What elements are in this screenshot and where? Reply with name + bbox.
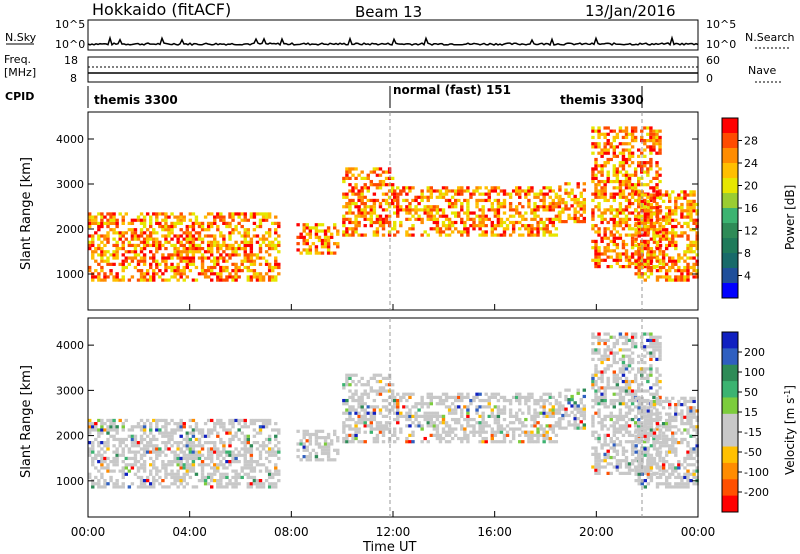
cpid-panel: CPID themis 3300 normal (fast) 151 themi… (5, 83, 644, 108)
noise-left-tick-top: 10^5 (55, 18, 85, 31)
power-colorbar-swatch (722, 208, 738, 224)
power-panel: 4000 3000 2000 1000 Slant Range [km] (19, 111, 699, 311)
velocity-colorbar-tick-label: 200 (744, 346, 765, 359)
cpid-segment-3: themis 3300 (560, 93, 644, 107)
velocity-colorbar-tick-label: -100 (744, 466, 769, 479)
velocity-colorbar-swatch (722, 332, 738, 349)
velocity-y-tick-label: 1000 (56, 475, 84, 488)
power-colorbar-swatch (722, 268, 738, 284)
power-colorbar-label: Power [dB] (783, 185, 797, 250)
velocity-colorbar-tick-label: 15 (744, 406, 758, 419)
velocity-y-tick-label: 2000 (56, 430, 84, 443)
velocity-y-axis: 4000 3000 2000 1000 (56, 339, 698, 488)
power-y-tick-label: 3000 (56, 178, 84, 191)
time-tick-label: 04:00 (172, 525, 207, 539)
noise-right-tick-top: 10^5 (706, 18, 736, 31)
power-colorbar-tick-label: 16 (744, 202, 758, 215)
velocity-colorbar-swatch (722, 462, 738, 480)
power-data-cells (88, 126, 699, 282)
power-colorbar-tick-label: 8 (744, 247, 751, 260)
velocity-panel: 4000 3000 2000 1000 Slant Range [km] (19, 317, 699, 518)
time-axis: 00:00 04:00 08:00 12:00 16:00 20:00 00:00 (71, 304, 716, 539)
station-title: Hokkaido (fitACF) (92, 0, 231, 19)
power-colorbar-swatch (722, 178, 738, 194)
velocity-colorbar-swatch (722, 446, 738, 464)
freq-tick-bottom: 8 (70, 72, 77, 85)
time-tick-label: 08:00 (274, 525, 309, 539)
noise-trace (87, 35, 699, 47)
power-y-tick-label: 4000 (56, 133, 84, 146)
power-ylabel: Slant Range [km] (19, 157, 34, 270)
power-colorbar-swatch (722, 193, 738, 209)
noise-panel: N.Sky 10^5 10^0 10^5 10^0 N.Search (5, 18, 795, 51)
power-colorbar-swatch (722, 148, 738, 164)
velocity-colorbar-label: Velocity [m s-1] (783, 385, 797, 475)
noise-right-label: N.Search (745, 31, 795, 44)
velocity-colorbar-swatch (722, 479, 738, 497)
power-colorbar-swatch (722, 118, 738, 134)
velocity-colorbar-swatch (722, 495, 738, 513)
power-colorbar-tick-label: 28 (744, 135, 758, 148)
velocity-colorbar-swatch (722, 397, 738, 415)
nave-tick-top: 60 (706, 54, 720, 67)
noise-left-tick-bottom: 10^0 (55, 38, 85, 51)
velocity-y-tick-label: 3000 (56, 384, 84, 397)
velocity-colorbar-tick-label: -50 (744, 446, 762, 459)
time-tick-label: 20:00 (579, 525, 614, 539)
nave-label: Nave (748, 64, 776, 77)
power-colorbar-swatch (722, 238, 738, 254)
velocity-ylabel: Slant Range [km] (19, 365, 34, 478)
power-colorbar-tick-label: 20 (744, 180, 758, 193)
velocity-colorbar-tick-label: -200 (744, 486, 769, 499)
power-colorbar-swatch (722, 253, 738, 269)
time-tick-label: 16:00 (477, 525, 512, 539)
time-tick-label: 12:00 (376, 525, 411, 539)
power-colorbar-tick-label: 24 (744, 157, 758, 170)
time-tick-label: 00:00 (681, 525, 716, 539)
nave-tick-bottom: 0 (706, 72, 713, 85)
freq-label-line2: [MHz] (4, 66, 36, 79)
date-title: 13/Jan/2016 (585, 2, 676, 20)
power-colorbar-tick-label: 12 (744, 225, 758, 238)
velocity-colorbar-tick-label: 100 (744, 366, 765, 379)
power-colorbar-swatch (722, 163, 738, 179)
power-colorbar: 28 24 20 16 12 8 4 Power [dB] (721, 117, 797, 299)
power-colorbar-tick-label: 4 (744, 270, 751, 283)
power-y-axis: 4000 3000 2000 1000 (56, 133, 698, 281)
cpid-segment-2: normal (fast) 151 (393, 83, 511, 97)
noise-right-tick-bottom: 10^0 (706, 38, 736, 51)
velocity-colorbar-swatch (722, 430, 738, 448)
power-y-tick-label: 2000 (56, 223, 84, 236)
noise-left-label: N.Sky (5, 31, 37, 44)
beam-title: Beam 13 (355, 3, 422, 21)
power-colorbar-swatch (722, 283, 738, 299)
time-axis-label: Time UT (362, 540, 416, 554)
velocity-data-cells (88, 332, 699, 489)
velocity-colorbar-swatch (722, 381, 738, 398)
power-colorbar-swatch (722, 223, 738, 239)
cpid-segment-1: themis 3300 (94, 93, 178, 107)
power-colorbar-swatch (722, 133, 738, 149)
freq-tick-top: 18 (64, 54, 78, 67)
freq-panel: Freq. [MHz] 18 8 60 0 Nave (4, 53, 782, 85)
velocity-colorbar-tick-label: -15 (744, 426, 762, 439)
time-tick-label: 00:00 (71, 525, 106, 539)
velocity-colorbar-swatch (722, 413, 738, 431)
cpid-label: CPID (5, 90, 34, 103)
power-y-tick-label: 1000 (56, 268, 84, 281)
velocity-colorbar-swatch (722, 364, 738, 382)
velocity-colorbar: 200 100 50 15 -15 -50 -100 -200 Velocity [m s-1… (721, 331, 797, 513)
velocity-colorbar-swatch (722, 348, 738, 366)
freq-label-line1: Freq. (4, 53, 31, 66)
velocity-colorbar-tick-label: 50 (744, 386, 758, 399)
velocity-y-tick-label: 4000 (56, 339, 84, 352)
